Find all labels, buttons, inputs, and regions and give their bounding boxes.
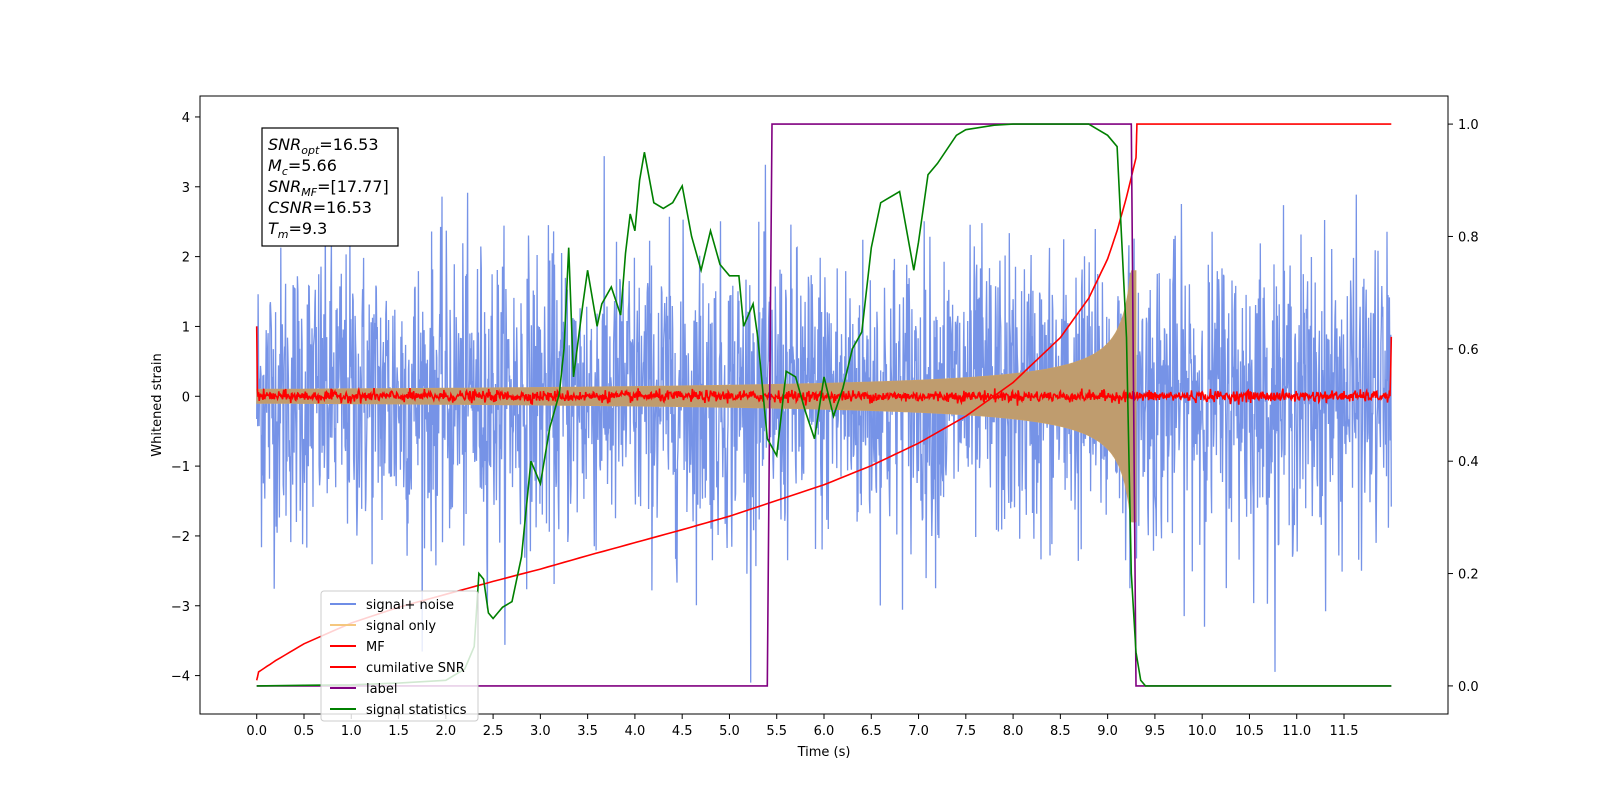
x-tick-label: 9.5 [1145, 724, 1166, 739]
annotation-line: CSNR=16.53 [268, 198, 372, 217]
series-line-signal-statistics [256, 123, 1392, 687]
x-axis-label: Time (s) [797, 745, 851, 760]
annotation-subscript: m [278, 228, 289, 241]
y-tick-label: 0 [182, 390, 190, 405]
x-tick-label: 6.0 [814, 724, 835, 739]
x-tick-label: 8.0 [1003, 724, 1024, 739]
annotation-symbol: M [268, 156, 282, 175]
annotation-value: =[17.77] [317, 177, 389, 196]
y2-tick-label: 0.0 [1458, 680, 1479, 695]
series-layer [255, 123, 1393, 687]
x-tick-label: 4.5 [672, 724, 693, 739]
x-tick-label: 5.0 [719, 724, 740, 739]
x-tick-label: 0.5 [294, 724, 315, 739]
annotation-symbol: SNR [268, 177, 301, 196]
annotation-symbol: CSNR [268, 198, 313, 217]
annotation-box: SNRopt=16.53Mc=5.66SNRMF=[17.77]CSNR=16.… [261, 127, 399, 247]
x-tick-label: 1.5 [388, 724, 409, 739]
x-tick-label: 7.0 [908, 724, 929, 739]
legend: signal+ noise signal only MF cumilative SNR… [320, 590, 479, 722]
axes-layer: 0.0 0.5 1.0 1.5 2.0 2.5 3.0 3.5 4.0 4.5 5.0 5.5 6.0 6… [171, 111, 1479, 739]
y2-tick-label: 0.4 [1458, 455, 1479, 470]
x-tick-label: 10.5 [1235, 724, 1264, 739]
x-tick-label: 1.0 [341, 724, 362, 739]
x-tick-label: 3.5 [577, 724, 598, 739]
x-tick-label: 3.0 [530, 724, 551, 739]
x-tick-label: 2.0 [435, 724, 456, 739]
annotation-frame [261, 127, 399, 247]
x-tick-label: 9.0 [1097, 724, 1118, 739]
annotation-subscript: c [282, 165, 288, 178]
annotation-line: Mc=5.66 [268, 156, 337, 178]
legend-entry: signal only [366, 619, 436, 634]
x-tick-label: 11.5 [1330, 724, 1359, 739]
x-tick-label: 0.0 [246, 724, 267, 739]
legend-entry: label [366, 682, 397, 697]
y-tick-label: 3 [182, 181, 190, 196]
y-tick-label: 4 [182, 111, 190, 126]
annotation-value: =5.66 [288, 156, 337, 175]
x-tick-label: 2.5 [483, 724, 504, 739]
y-axis-label: Whitened strain [150, 353, 165, 456]
annotation-line: SNRopt=16.53 [268, 135, 379, 157]
annotation-symbol: SNR [268, 135, 301, 154]
annotation-value: =16.53 [313, 198, 372, 217]
y-tick-label: −2 [171, 530, 190, 545]
annotation-subscript: opt [301, 144, 320, 157]
x-tick-label: 10.0 [1188, 724, 1217, 739]
x-tick-label: 5.5 [766, 724, 787, 739]
y-tick-label: −3 [171, 600, 190, 615]
annotation-value: =9.3 [289, 219, 328, 238]
x-tick-label: 11.0 [1282, 724, 1311, 739]
annotation-value: =16.53 [319, 135, 378, 154]
y-tick-label: 1 [182, 320, 190, 335]
y2-tick-label: 0.8 [1458, 230, 1479, 245]
y2-tick-label: 1.0 [1458, 118, 1479, 133]
y-tick-label: 2 [182, 251, 190, 266]
y-tick-label: −1 [171, 460, 190, 475]
annotation-line: SNRMF=[17.77] [268, 177, 389, 199]
x-tick-label: 6.5 [861, 724, 882, 739]
legend-entry: signal+ noise [366, 598, 454, 613]
x-tick-label: 7.5 [955, 724, 976, 739]
series-line-mf [255, 326, 1393, 406]
legend-entry: signal statistics [366, 703, 467, 718]
annotation-line: Tm=9.3 [268, 219, 327, 241]
y2-tick-label: 0.2 [1458, 568, 1479, 583]
legend-entry: cumilative SNR [366, 661, 465, 676]
legend-entry: MF [366, 640, 385, 655]
x-tick-label: 8.5 [1050, 724, 1071, 739]
y2-tick-label: 0.6 [1458, 343, 1479, 358]
annotation-subscript: MF [301, 186, 317, 199]
annotation-symbol: T [268, 219, 279, 238]
y-tick-label: −4 [171, 670, 190, 685]
x-tick-label: 4.0 [625, 724, 646, 739]
legend-frame [320, 590, 479, 722]
